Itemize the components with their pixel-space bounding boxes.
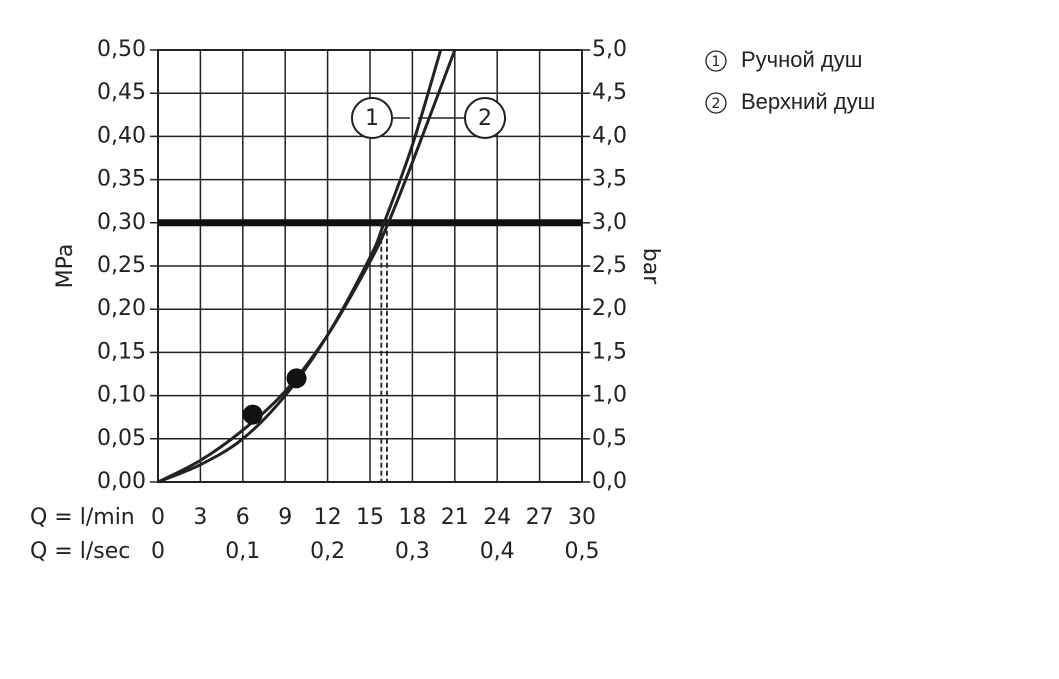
- y2-tick-label: 3,5: [592, 167, 627, 192]
- x-tick-label: 21: [441, 505, 469, 530]
- legend-number: 2: [712, 96, 721, 112]
- x-tick-label: 0: [151, 505, 165, 530]
- x2-tick-label: 0,3: [395, 539, 430, 564]
- x-tick-label: 27: [526, 505, 554, 530]
- y2-tick-label: 1,5: [592, 339, 627, 364]
- y2-tick-label: 2,5: [592, 253, 627, 278]
- x-tick-label: 9: [278, 505, 292, 530]
- x-tick-label: 12: [314, 505, 342, 530]
- series-line: [157, 49, 457, 484]
- x-tick-label: 18: [398, 505, 426, 530]
- y2-axis-label: bar: [638, 248, 663, 285]
- x2-tick-label: 0,2: [310, 539, 345, 564]
- y-tick-label: 0,30: [97, 210, 146, 235]
- y-tick-label: 0,45: [97, 80, 146, 105]
- x-tick-label: 15: [356, 505, 384, 530]
- y2-tick-label: 3,0: [592, 210, 627, 235]
- y2-tick-label: 2,0: [592, 296, 627, 321]
- y2-tick-label: 5,0: [592, 37, 627, 62]
- x2-tick-label: 0,4: [480, 539, 515, 564]
- y2-tick-label: 4,0: [592, 123, 627, 148]
- legend-symbol: [705, 50, 727, 72]
- y-tick-label: 0,15: [97, 339, 146, 364]
- y-tick-label: 0,40: [97, 123, 146, 148]
- y2-tick-label: 1,0: [592, 383, 627, 408]
- x-tick-label: 3: [193, 505, 207, 530]
- y-tick-label: 0,25: [97, 253, 146, 278]
- curve-label: 2: [478, 106, 492, 131]
- x2-axis-label: Q = l/sec: [30, 539, 130, 564]
- x-axis-label: Q = l/min: [30, 505, 135, 530]
- x2-tick-label: 0: [151, 539, 165, 564]
- legend-number: 1: [712, 54, 721, 70]
- x-tick-label: 24: [483, 505, 511, 530]
- plot-frame: [157, 49, 583, 483]
- y-axis-label: MPa: [53, 244, 78, 289]
- legend-label: Ручной душ: [741, 47, 862, 72]
- label-circle: [464, 97, 506, 139]
- x-tick-label: 6: [236, 505, 250, 530]
- curve-label: 1: [365, 106, 379, 131]
- y-tick-label: 0,10: [97, 383, 146, 408]
- y2-tick-label: 0,0: [592, 469, 627, 494]
- marker-dot: [286, 368, 307, 389]
- legend-label: Верхний душ: [741, 89, 875, 114]
- y2-tick-label: 0,5: [592, 426, 627, 451]
- marker-dot: [242, 404, 263, 425]
- x2-tick-label: 0,5: [565, 539, 600, 564]
- legend-symbol: [705, 92, 727, 114]
- y-tick-label: 0,35: [97, 167, 146, 192]
- y-tick-label: 0,05: [97, 426, 146, 451]
- y-tick-label: 0,20: [97, 296, 146, 321]
- y2-tick-label: 4,5: [592, 80, 627, 105]
- x-tick-label: 30: [568, 505, 596, 530]
- y-tick-label: 0,50: [97, 37, 146, 62]
- label-circle: [351, 97, 393, 139]
- y-tick-label: 0,00: [97, 469, 146, 494]
- x2-tick-label: 0,1: [225, 539, 260, 564]
